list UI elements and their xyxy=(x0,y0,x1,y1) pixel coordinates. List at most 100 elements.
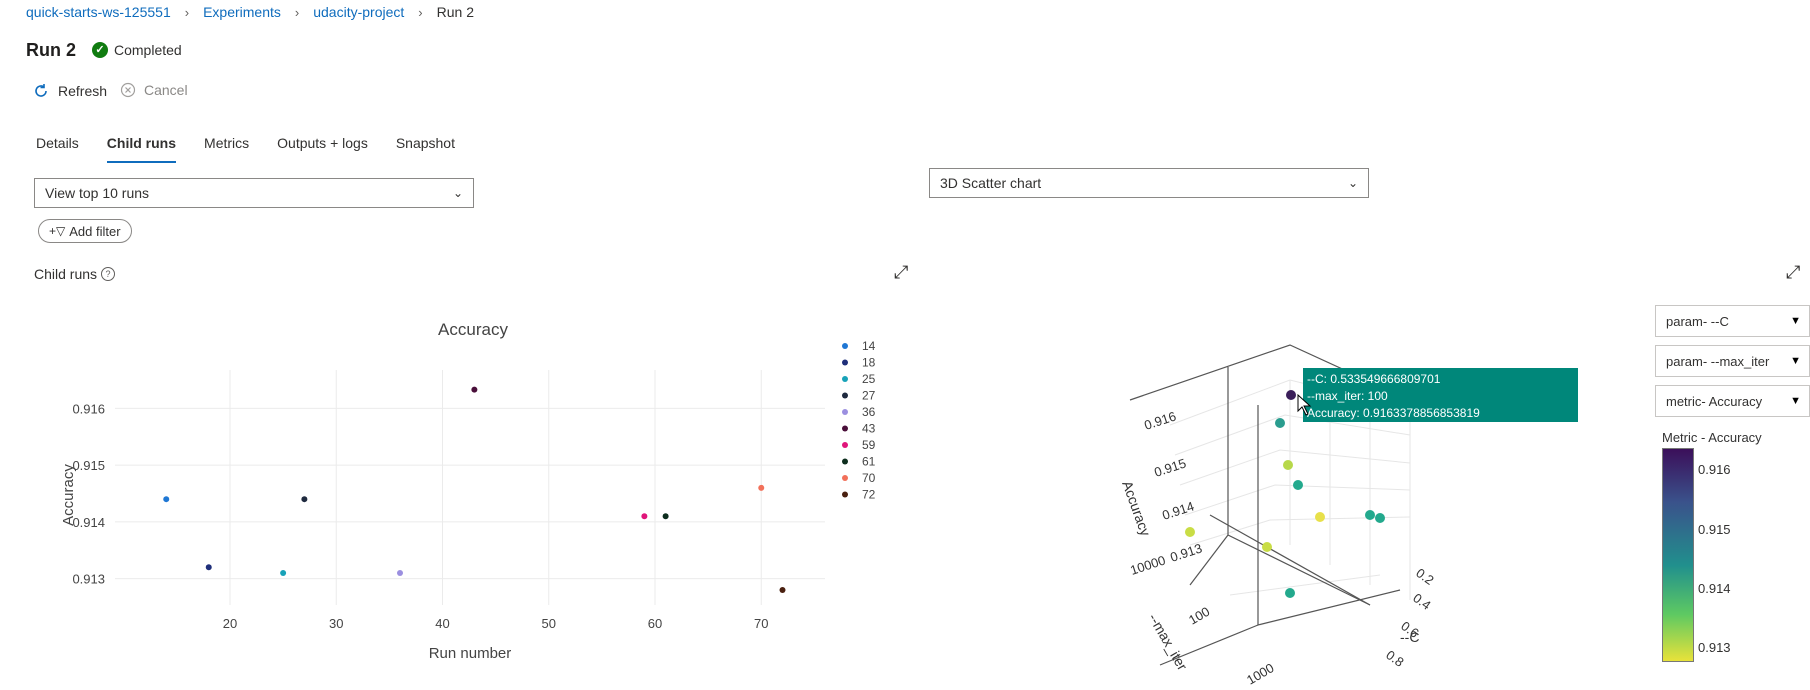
svg-text:0.916: 0.916 xyxy=(1142,409,1178,433)
chart-type-dropdown[interactable]: 3D Scatter chart ⌄ xyxy=(929,168,1369,198)
chart-type-value: 3D Scatter chart xyxy=(940,175,1042,191)
mouse-cursor-icon xyxy=(1297,393,1312,416)
chevron-right-icon: › xyxy=(184,4,190,20)
data-point-14[interactable] xyxy=(163,496,170,503)
breadcrumb-current: Run 2 xyxy=(436,4,474,20)
legend-marker-36 xyxy=(842,409,848,415)
view-top-runs-value: View top 10 runs xyxy=(45,185,150,201)
breadcrumb-experiments[interactable]: Experiments xyxy=(203,4,281,20)
expand-icon[interactable]: ⤢ xyxy=(1786,262,1801,282)
svg-text:10000: 10000 xyxy=(1128,552,1167,577)
legend-label-59: 59 xyxy=(862,438,876,452)
x-axis-ticks: 20 30 40 50 60 70 xyxy=(223,616,769,631)
3d-point[interactable] xyxy=(1365,510,1375,520)
3d-point[interactable] xyxy=(1315,512,1325,522)
x-tick-label: 40 xyxy=(435,616,449,631)
legend-label-18: 18 xyxy=(862,356,876,370)
tab-metrics[interactable]: Metrics xyxy=(204,135,250,151)
svg-text:Accuracy: 0.916337885685381­9: Accuracy: 0.916337885685381­9 xyxy=(1307,406,1480,420)
colorbar-tick: 0.913 xyxy=(1698,640,1731,655)
breadcrumb-experiment[interactable]: udacity-project xyxy=(313,4,405,20)
view-top-runs-dropdown[interactable]: View top 10 runs ⌄ xyxy=(34,178,474,208)
legend-label-14: 14 xyxy=(862,339,876,353)
y-axis-label: Accuracy xyxy=(60,464,77,526)
x-axis-label: Run number xyxy=(429,645,512,662)
help-icon[interactable]: ? xyxy=(101,267,116,281)
param-max-iter-value: param- --max_iter xyxy=(1666,353,1770,369)
add-filter-button[interactable]: +▽ Add filter xyxy=(38,219,132,243)
3d-point[interactable] xyxy=(1185,527,1195,537)
chart-grid xyxy=(115,370,825,605)
chart-title: Accuracy xyxy=(438,320,508,339)
3d-point[interactable] xyxy=(1262,542,1272,552)
colorbar-tick: 0.914 xyxy=(1698,581,1731,596)
tab-details[interactable]: Details xyxy=(36,135,79,151)
page-title: Run 2 xyxy=(26,40,77,60)
tab-snapshot[interactable]: Snapshot xyxy=(395,135,455,151)
point-tooltip: --C: 0.533549666809701 --max_iter: 100 A… xyxy=(1303,368,1578,422)
cancel-button[interactable]: Cancel xyxy=(120,82,188,98)
svg-text:0.915: 0.915 xyxy=(1152,456,1188,480)
refresh-icon xyxy=(35,84,47,97)
3d-point[interactable] xyxy=(1286,390,1296,400)
3d-point[interactable] xyxy=(1283,460,1293,470)
x-tick-label: 60 xyxy=(648,616,662,631)
legend-marker-25 xyxy=(842,376,848,382)
data-point-43[interactable] xyxy=(471,386,478,393)
3d-scatter-chart: 0.916 0.915 0.914 0.913 Accuracy 10000 1… xyxy=(1119,344,1578,688)
3d-point[interactable] xyxy=(1375,513,1385,523)
filter-icon: +▽ xyxy=(49,224,66,238)
cancel-icon xyxy=(120,82,136,98)
legend-label-27: 27 xyxy=(862,389,876,403)
svg-text:--max_iter: 100: --max_iter: 100 xyxy=(1307,389,1388,403)
svg-text:0.8: 0.8 xyxy=(1383,647,1406,670)
3d-point[interactable] xyxy=(1285,588,1295,598)
y-axis-ticks: 0.913 0.914 0.915 0.916 xyxy=(72,401,105,586)
data-point-72[interactable] xyxy=(779,587,786,593)
check-circle-icon: ✓ xyxy=(92,42,108,58)
legend-marker-72 xyxy=(842,491,848,498)
add-filter-label: Add filter xyxy=(69,223,121,239)
caret-down-icon: ▼ xyxy=(1790,355,1801,367)
legend-label-61: 61 xyxy=(862,455,876,469)
status-text: Completed xyxy=(114,42,182,58)
tab-outputs-logs[interactable]: Outputs + logs xyxy=(277,135,368,151)
legend-marker-61 xyxy=(842,458,848,465)
3d-accuracy-ticks: 0.916 0.915 0.914 0.913 xyxy=(1142,409,1204,565)
breadcrumb-workspace[interactable]: quick-starts-ws-125551 xyxy=(26,4,171,20)
svg-text:0.914: 0.914 xyxy=(1160,499,1196,523)
param-max-iter-dropdown[interactable]: param- --max_iter ▼ xyxy=(1655,345,1810,377)
data-point-70[interactable] xyxy=(758,484,765,491)
3d-point[interactable] xyxy=(1293,480,1303,490)
y-tick-label: 0.916 xyxy=(72,401,105,416)
param-c-dropdown[interactable]: param- --C ▼ xyxy=(1655,305,1810,337)
data-point-27[interactable] xyxy=(301,496,308,503)
svg-text:0.2: 0.2 xyxy=(1413,565,1436,588)
x-tick-label: 20 xyxy=(223,616,237,631)
data-point-61[interactable] xyxy=(662,513,669,520)
3d-points xyxy=(1185,390,1385,598)
chevron-right-icon: › xyxy=(418,4,423,20)
data-point-25[interactable] xyxy=(280,569,287,576)
colorbar-tick: 0.915 xyxy=(1698,522,1731,537)
legend-marker-70 xyxy=(842,475,848,481)
metric-accuracy-dropdown[interactable]: metric- Accuracy ▼ xyxy=(1655,385,1810,417)
refresh-button[interactable]: Refresh xyxy=(32,82,107,100)
child-runs-label: Child runs ? xyxy=(34,266,116,282)
3d-accuracy-label: Accuracy xyxy=(1119,479,1154,539)
legend-marker-18 xyxy=(842,359,848,366)
legend-marker-27 xyxy=(842,392,848,399)
data-point-59[interactable] xyxy=(641,513,648,520)
3d-point[interactable] xyxy=(1275,418,1285,428)
data-point-36[interactable] xyxy=(397,569,403,576)
expand-icon[interactable]: ⤢ xyxy=(894,262,909,282)
chevron-down-icon: ⌄ xyxy=(1347,176,1358,190)
svg-text:100: 100 xyxy=(1186,604,1212,628)
legend-label-25: 25 xyxy=(862,372,876,386)
x-tick-label: 70 xyxy=(754,616,768,631)
tab-child-runs[interactable]: Child runs xyxy=(106,135,177,163)
svg-text:--C: 0.533549666809701: --C: 0.533549666809701 xyxy=(1307,372,1441,386)
data-point-18[interactable] xyxy=(205,564,212,571)
legend-marker-14 xyxy=(842,343,848,349)
param-c-value: param- --C xyxy=(1666,313,1729,329)
